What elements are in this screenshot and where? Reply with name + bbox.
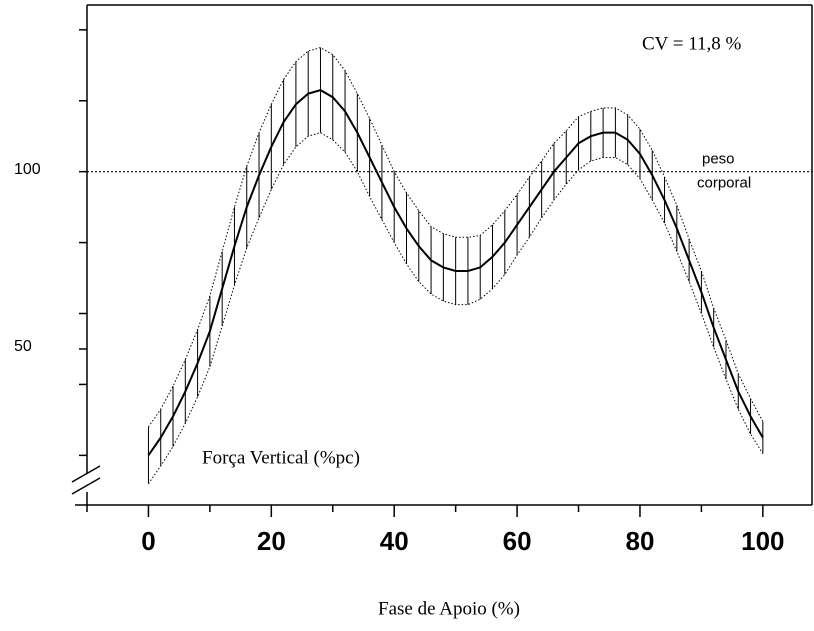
x-axis-label: Fase de Apoio (%) xyxy=(378,598,520,619)
x-tick-label: 20 xyxy=(257,526,286,556)
x-tick-label: 40 xyxy=(380,526,409,556)
x-tick-label: 100 xyxy=(741,526,784,556)
x-tick-label: 60 xyxy=(503,526,532,556)
reference-label: peso xyxy=(702,151,735,168)
mean-line xyxy=(147,89,764,456)
axis-break xyxy=(71,477,101,495)
axis-break xyxy=(71,465,101,483)
lower-band xyxy=(148,132,764,485)
y-tick-label: 100 xyxy=(14,161,41,178)
annotation: CV = 11,8 % xyxy=(642,33,742,54)
annotation: Força Vertical (%pc) xyxy=(202,447,360,468)
x-tick-label: 80 xyxy=(626,526,655,556)
reference-label: corporal xyxy=(697,175,751,192)
upper-band xyxy=(148,47,764,428)
y-tick-label: 50 xyxy=(14,338,32,355)
x-tick-label: 0 xyxy=(141,526,155,556)
